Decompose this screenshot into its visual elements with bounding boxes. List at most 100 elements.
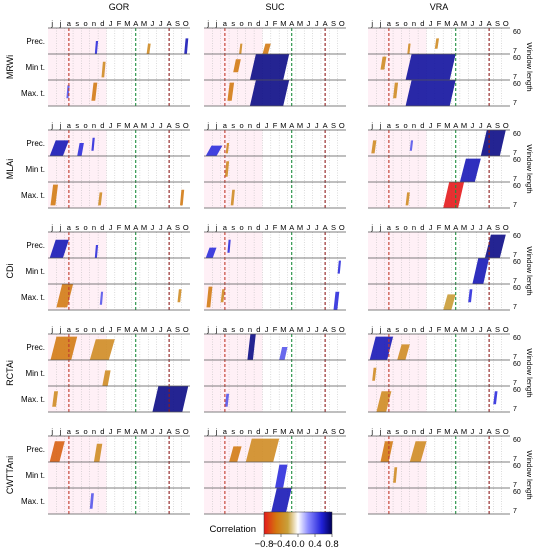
month-label: J bbox=[479, 325, 483, 334]
month-label: o bbox=[84, 19, 88, 28]
month-label: M bbox=[444, 19, 450, 28]
month-label: j bbox=[215, 325, 218, 334]
month-label: o bbox=[404, 19, 408, 28]
correlation-blob bbox=[205, 247, 217, 258]
correlation-blob bbox=[468, 289, 473, 303]
variable-label: Prec. bbox=[26, 37, 45, 46]
index-label-rctai: RCTAi bbox=[5, 360, 15, 386]
correlation-blob bbox=[89, 493, 94, 509]
month-label: S bbox=[175, 325, 180, 334]
month-label: A bbox=[133, 121, 138, 130]
correlation-blob bbox=[484, 234, 506, 258]
window-tick-label: 7 bbox=[513, 508, 517, 515]
window-tick-label: 7 bbox=[513, 354, 517, 361]
window-tick-label: 7 bbox=[513, 48, 517, 55]
variable-label: Max. t. bbox=[21, 89, 45, 98]
month-label: j bbox=[370, 223, 373, 232]
month-label: j bbox=[59, 223, 62, 232]
colorbar-gradient bbox=[263, 511, 333, 535]
colorbar-tick-label: 0.8 bbox=[325, 539, 338, 550]
month-label: o bbox=[240, 19, 244, 28]
month-label: M bbox=[297, 223, 303, 232]
correlation-blob bbox=[99, 291, 104, 305]
month-label: S bbox=[331, 325, 336, 334]
correlation-blob bbox=[333, 291, 340, 310]
correlation-blob bbox=[472, 258, 490, 284]
correlation-blob bbox=[220, 289, 225, 303]
correlation-blob bbox=[227, 82, 235, 101]
correlation-blob bbox=[94, 41, 99, 54]
month-label: d bbox=[420, 19, 424, 28]
variable-label: Min t. bbox=[25, 369, 45, 378]
month-label: F bbox=[273, 427, 278, 436]
correlation-blob bbox=[371, 140, 377, 154]
month-label: j bbox=[379, 121, 382, 130]
month-label: A bbox=[487, 223, 492, 232]
site-title-vra: VRA bbox=[430, 2, 449, 12]
month-label: n bbox=[248, 223, 252, 232]
window-tick-label: 7 bbox=[513, 252, 517, 259]
month-label: F bbox=[117, 121, 122, 130]
month-label: j bbox=[50, 223, 53, 232]
month-label: J bbox=[265, 427, 269, 436]
month-label: o bbox=[240, 325, 244, 334]
window-tick-label: 60 bbox=[513, 29, 521, 36]
month-label: j bbox=[370, 427, 373, 436]
colorbar-label: Correlation bbox=[210, 524, 256, 535]
month-label: J bbox=[109, 223, 113, 232]
month-label: O bbox=[503, 121, 509, 130]
window-length-axis-label: Window length bbox=[525, 144, 534, 193]
month-label: j bbox=[59, 19, 62, 28]
month-label: J bbox=[471, 223, 475, 232]
month-label: J bbox=[429, 121, 433, 130]
correlation-blob bbox=[50, 336, 78, 360]
correlation-blob bbox=[443, 294, 456, 310]
correlation-blob bbox=[493, 391, 498, 405]
month-label: j bbox=[370, 19, 373, 28]
month-label: O bbox=[183, 427, 189, 436]
colorbar: Correlation −0.8−0.4 0.0 0.4 0.8 bbox=[210, 511, 339, 550]
month-label: J bbox=[151, 427, 155, 436]
month-label: S bbox=[495, 19, 500, 28]
month-label: M bbox=[297, 325, 303, 334]
month-label: s bbox=[75, 121, 79, 130]
month-label: A bbox=[167, 427, 172, 436]
correlation-blob bbox=[459, 158, 481, 182]
month-label: A bbox=[167, 121, 172, 130]
month-label: a bbox=[67, 223, 72, 232]
month-label: J bbox=[151, 19, 155, 28]
month-label: j bbox=[215, 427, 218, 436]
month-label: a bbox=[387, 325, 392, 334]
month-label: d bbox=[100, 325, 104, 334]
correlation-blob bbox=[369, 336, 394, 360]
month-label: n bbox=[412, 19, 416, 28]
month-label: J bbox=[307, 19, 311, 28]
month-label: A bbox=[453, 427, 458, 436]
month-label: O bbox=[183, 121, 189, 130]
correlation-blob bbox=[337, 260, 341, 274]
window-tick-label: 60 bbox=[513, 157, 521, 164]
variable-label: Min t. bbox=[25, 165, 45, 174]
month-label: O bbox=[183, 223, 189, 232]
month-label: n bbox=[92, 223, 96, 232]
month-label: F bbox=[273, 19, 278, 28]
variable-label: Max. t. bbox=[21, 395, 45, 404]
correlation-blob bbox=[409, 441, 427, 462]
variable-label: Min t. bbox=[25, 267, 45, 276]
background-band bbox=[368, 232, 427, 310]
month-label: s bbox=[395, 121, 399, 130]
month-label: F bbox=[117, 325, 122, 334]
month-label: A bbox=[167, 223, 172, 232]
month-label: o bbox=[404, 427, 408, 436]
month-label: s bbox=[395, 19, 399, 28]
month-label: j bbox=[215, 223, 218, 232]
month-label: J bbox=[471, 19, 475, 28]
month-label: o bbox=[84, 223, 88, 232]
month-label: n bbox=[412, 223, 416, 232]
month-label: o bbox=[84, 427, 88, 436]
month-label: j bbox=[206, 19, 209, 28]
